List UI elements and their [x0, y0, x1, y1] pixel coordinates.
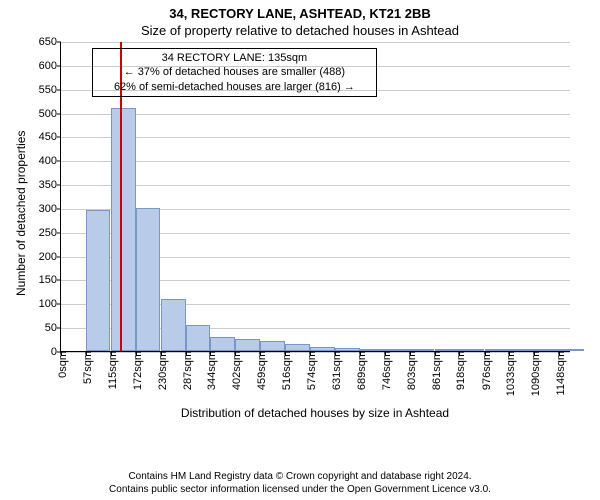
histogram-bar [385, 349, 410, 351]
xtick-label: 1033sqm [501, 351, 517, 396]
histogram-bar [260, 341, 285, 351]
xtick-label: 115sqm [103, 351, 119, 389]
y-axis-label: Number of detached properties [14, 131, 28, 296]
annotation-line: 62% of semi-detached houses are larger (… [97, 80, 373, 94]
annotation-line: 34 RECTORY LANE: 135sqm [97, 51, 373, 65]
annotation-box: 34 RECTORY LANE: 135sqm← 37% of detached… [92, 48, 378, 97]
xtick-label: 172sqm [128, 351, 144, 390]
ytick-label: 150 [39, 274, 61, 286]
xtick-label: 57sqm [78, 351, 94, 384]
chart-title-main: 34, RECTORY LANE, ASHTEAD, KT21 2BB [0, 0, 600, 21]
xtick-label: 459sqm [252, 351, 268, 390]
histogram-bar [410, 349, 435, 351]
histogram-bar [534, 349, 559, 351]
histogram-bar [285, 344, 310, 351]
histogram-bar [360, 349, 385, 351]
xtick-label: 344sqm [202, 351, 218, 390]
xtick-label: 689sqm [352, 351, 368, 390]
x-axis-label: Distribution of detached houses by size … [60, 406, 570, 420]
ytick-label: 100 [39, 298, 61, 310]
xtick-label: 1148sqm [551, 351, 567, 395]
xtick-label: 574sqm [302, 351, 318, 390]
plot-area: 0501001502002503003504004505005506006500… [60, 42, 570, 352]
ytick-label: 250 [39, 227, 61, 239]
xtick-label: 0sqm [53, 351, 69, 378]
gridline-h [61, 161, 570, 162]
histogram-bar [559, 349, 584, 351]
ytick-label: 550 [39, 84, 61, 96]
xtick-label: 287sqm [178, 351, 194, 390]
histogram-bar [485, 349, 510, 351]
histogram-bar [235, 339, 260, 351]
gridline-h [61, 42, 570, 43]
histogram-bar [310, 347, 335, 351]
ytick-label: 400 [39, 155, 61, 167]
xtick-label: 631sqm [327, 351, 343, 390]
xtick-label: 746sqm [377, 351, 393, 390]
ytick-label: 50 [45, 322, 61, 334]
histogram-bar [111, 108, 136, 351]
ytick-label: 350 [39, 179, 61, 191]
ytick-label: 600 [39, 60, 61, 72]
ytick-label: 450 [39, 131, 61, 143]
xtick-label: 1090sqm [526, 351, 542, 396]
gridline-h [61, 137, 570, 138]
histogram-bar [210, 337, 235, 351]
xtick-label: 976sqm [477, 351, 493, 390]
histogram-bar [86, 210, 111, 351]
histogram-bar [435, 349, 460, 351]
xtick-label: 402sqm [227, 351, 243, 390]
xtick-label: 803sqm [402, 351, 418, 390]
xtick-label: 230sqm [153, 351, 169, 390]
xtick-label: 918sqm [451, 351, 467, 390]
histogram-bar [459, 349, 484, 351]
histogram-bar [136, 208, 161, 351]
ytick-label: 650 [39, 36, 61, 48]
xtick-label: 516sqm [277, 351, 293, 390]
histogram-bar [186, 325, 211, 351]
footer-line-1: Contains HM Land Registry data © Crown c… [0, 471, 600, 484]
footer-line-2: Contains public sector information licen… [0, 484, 600, 497]
ytick-label: 300 [39, 203, 61, 215]
annotation-line: ← 37% of detached houses are smaller (48… [97, 65, 373, 79]
chart-title-sub: Size of property relative to detached ho… [0, 21, 600, 38]
histogram-bar [335, 348, 360, 351]
chart-container: 0501001502002503003504004505005506006500… [0, 42, 600, 442]
attribution-footer: Contains HM Land Registry data © Crown c… [0, 471, 600, 496]
gridline-h [61, 185, 570, 186]
ytick-label: 500 [39, 108, 61, 120]
histogram-bar [161, 299, 186, 351]
ytick-label: 200 [39, 251, 61, 263]
histogram-bar [509, 349, 534, 351]
gridline-h [61, 114, 570, 115]
xtick-label: 861sqm [427, 351, 443, 390]
